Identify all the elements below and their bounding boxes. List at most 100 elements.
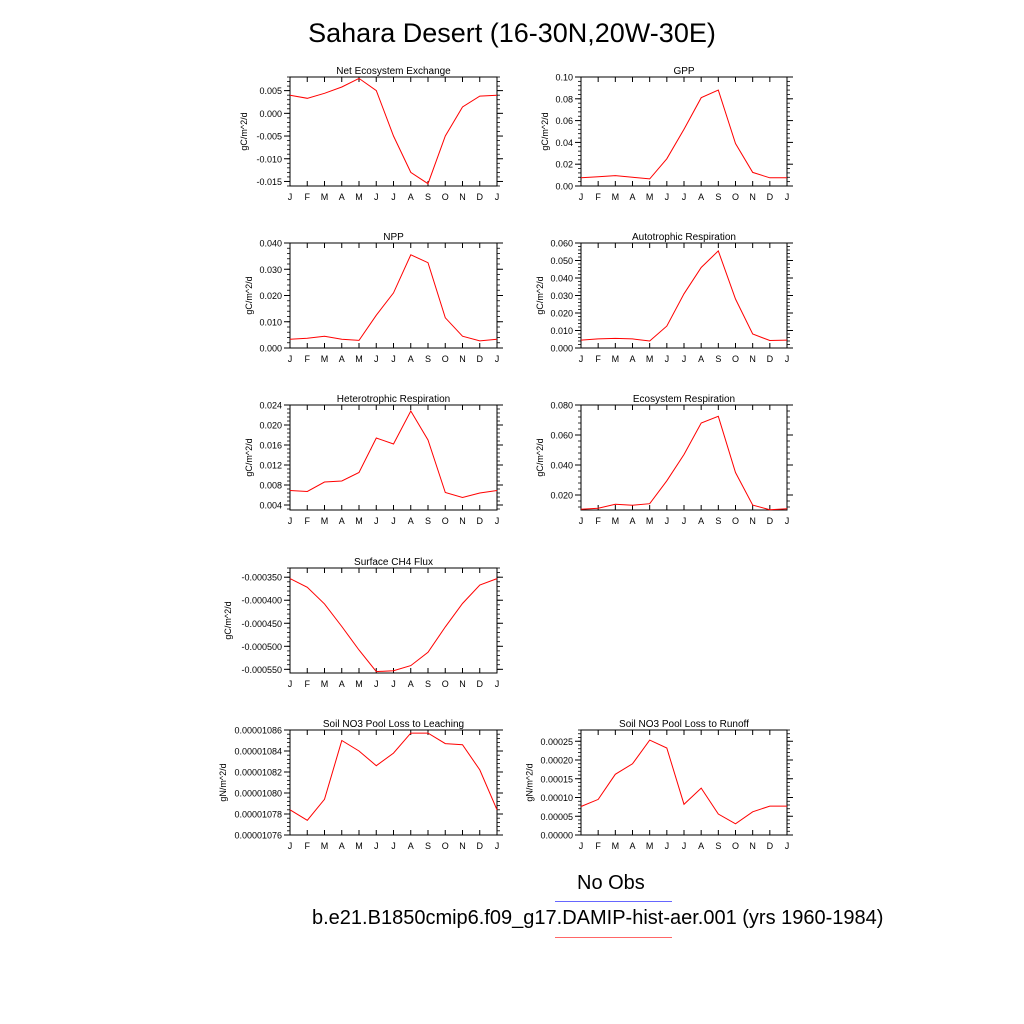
x-tick-label: J <box>374 192 379 202</box>
x-tick-label: J <box>785 192 790 202</box>
x-tick-label: A <box>629 516 635 526</box>
x-tick-label: J <box>785 841 790 851</box>
x-tick-label: O <box>442 354 449 364</box>
y-tick-label: 0.000 <box>550 344 573 354</box>
x-tick-label: S <box>715 192 721 202</box>
x-tick-label: J <box>579 192 584 202</box>
legend-obs-line <box>555 901 672 902</box>
x-tick-label: J <box>374 679 379 689</box>
x-tick-label: D <box>477 192 484 202</box>
y-tick-label: 0.00001082 <box>234 768 282 778</box>
x-tick-label: F <box>595 516 601 526</box>
series-line <box>580 89 787 180</box>
panel-title: Surface CH4 Flux <box>354 557 433 568</box>
series-line <box>289 254 498 342</box>
y-tick-label: 0.020 <box>550 309 573 319</box>
y-tick-label: 0.00020 <box>540 756 573 766</box>
x-tick-label: D <box>477 516 484 526</box>
y-tick-label: 0.06 <box>555 116 573 126</box>
x-tick-label: S <box>425 516 431 526</box>
y-tick-label: -0.000400 <box>241 596 282 606</box>
y-tick-label: 0.00010 <box>540 793 573 803</box>
x-tick-label: J <box>288 354 293 364</box>
x-tick-label: M <box>612 192 620 202</box>
panel-title: Ecosystem Respiration <box>633 394 735 405</box>
x-tick-label: O <box>732 192 739 202</box>
x-tick-label: J <box>391 192 396 202</box>
y-tick-label: 0.040 <box>259 239 282 249</box>
y-tick-label: 0.060 <box>550 239 573 249</box>
y-tick-label: 0.02 <box>555 160 573 170</box>
y-tick-label: 0.016 <box>259 441 282 451</box>
y-tick-label: 0.050 <box>550 256 573 266</box>
x-tick-label: O <box>732 516 739 526</box>
x-tick-label: J <box>579 516 584 526</box>
y-axis-label: gC/m^2/d <box>244 438 254 476</box>
x-tick-label: J <box>391 354 396 364</box>
panel-title: GPP <box>673 66 694 77</box>
y-tick-label: 0.08 <box>555 94 573 104</box>
x-tick-label: F <box>305 354 311 364</box>
x-tick-label: O <box>442 516 449 526</box>
x-tick-label: M <box>612 354 620 364</box>
legend-model-label: b.e21.B1850cmip6.f09_g17.DAMIP-hist-aer.… <box>312 907 884 929</box>
x-tick-label: J <box>374 841 379 851</box>
series-line <box>289 409 498 499</box>
x-tick-label: A <box>408 354 414 364</box>
x-tick-label: A <box>339 192 345 202</box>
x-tick-label: J <box>682 841 687 851</box>
plot-frame <box>289 567 498 674</box>
x-tick-label: M <box>355 841 363 851</box>
x-tick-label: J <box>288 679 293 689</box>
y-tick-label: 0.00001084 <box>234 747 282 757</box>
y-tick-label: 0.060 <box>550 431 573 441</box>
series-line <box>580 739 787 825</box>
y-axis-label: gN/m^2/d <box>525 763 535 801</box>
x-tick-label: D <box>767 841 774 851</box>
y-tick-label: 0.000 <box>259 109 282 119</box>
y-tick-label: 0.00001080 <box>234 789 282 799</box>
x-tick-label: J <box>665 841 670 851</box>
x-tick-label: S <box>425 679 431 689</box>
x-tick-label: J <box>288 841 293 851</box>
y-tick-label: -0.000550 <box>241 665 282 675</box>
x-tick-label: D <box>477 354 484 364</box>
x-tick-label: A <box>698 192 704 202</box>
x-tick-label: O <box>442 192 449 202</box>
y-tick-label: 0.10 <box>555 73 573 83</box>
plot-frame <box>289 242 498 349</box>
x-tick-label: A <box>408 516 414 526</box>
x-tick-label: A <box>339 679 345 689</box>
x-tick-label: A <box>408 841 414 851</box>
x-tick-label: J <box>495 679 500 689</box>
y-tick-label: 0.030 <box>550 291 573 301</box>
x-tick-label: M <box>646 192 654 202</box>
x-tick-label: A <box>629 354 635 364</box>
x-tick-label: J <box>288 516 293 526</box>
x-tick-label: M <box>321 354 329 364</box>
y-tick-label: 0.020 <box>550 491 573 501</box>
x-tick-label: A <box>339 841 345 851</box>
x-tick-label: J <box>579 354 584 364</box>
x-tick-label: N <box>459 841 466 851</box>
x-tick-label: S <box>425 192 431 202</box>
x-tick-label: D <box>767 192 774 202</box>
x-tick-label: N <box>459 679 466 689</box>
y-tick-label: 0.00015 <box>540 774 573 784</box>
x-tick-label: D <box>477 679 484 689</box>
x-tick-label: F <box>595 192 601 202</box>
x-tick-label: N <box>749 516 756 526</box>
y-tick-label: 0.00001086 <box>234 726 282 736</box>
panel-title: Autotrophic Respiration <box>632 232 736 243</box>
y-tick-label: 0.004 <box>259 501 282 511</box>
y-tick-label: 0.008 <box>259 481 282 491</box>
y-tick-label: 0.00005 <box>540 812 573 822</box>
x-tick-label: N <box>459 516 466 526</box>
y-tick-label: 0.00025 <box>540 737 573 747</box>
x-tick-label: N <box>459 192 466 202</box>
x-tick-label: J <box>682 192 687 202</box>
y-tick-label: -0.005 <box>256 132 282 142</box>
x-tick-label: D <box>477 841 484 851</box>
